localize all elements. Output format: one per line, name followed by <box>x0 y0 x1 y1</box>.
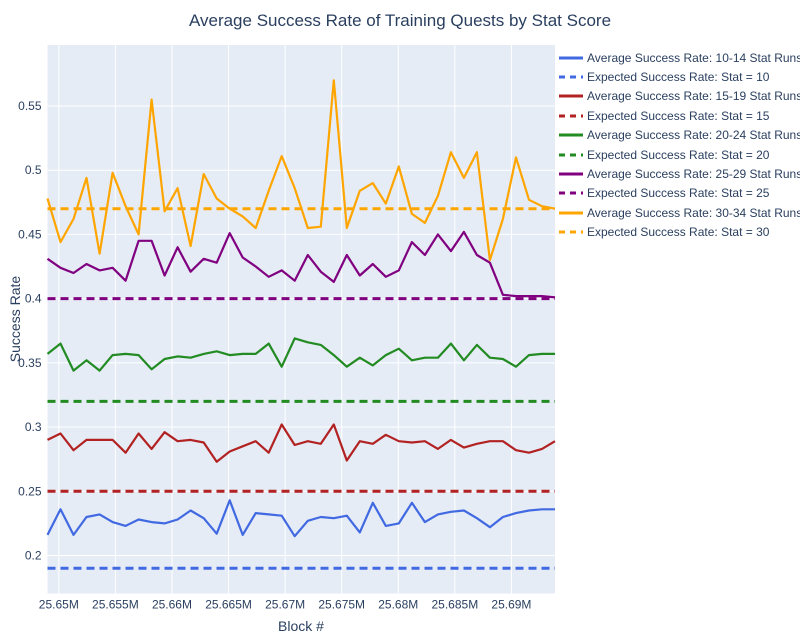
x-tick-label: 25.67M <box>265 598 305 612</box>
legend-item-7[interactable]: Expected Success Rate: Stat = 25 <box>558 184 800 203</box>
legend-label: Expected Success Rate: Stat = 30 <box>587 225 770 240</box>
y-tick-label: 0.4 <box>25 292 42 306</box>
legend-swatch-solid-line-icon <box>559 56 583 60</box>
y-tick-label: 0.5 <box>25 163 42 177</box>
x-tick-label: 25.69M <box>491 598 531 612</box>
x-tick-label: 25.685M <box>432 598 479 612</box>
legend-item-2[interactable]: Average Success Rate: 15-19 Stat Runs <box>558 87 800 106</box>
x-tick-label: 25.68M <box>378 598 418 612</box>
legend-item-6[interactable]: Average Success Rate: 25-29 Stat Runs <box>558 164 800 183</box>
legend-label: Average Success Rate: 30-34 Stat Runs <box>587 205 800 220</box>
y-tick-label: 0.35 <box>18 356 42 370</box>
y-tick-label: 0.55 <box>18 99 42 113</box>
legend: Average Success Rate: 10-14 Stat Runs Exp… <box>558 48 800 242</box>
legend-item-1[interactable]: Expected Success Rate: Stat = 10 <box>558 67 800 86</box>
chart-title: Average Success Rate of Training Quests … <box>188 11 612 30</box>
y-tick-label: 0.2 <box>25 548 42 562</box>
legend-swatch-solid-line-icon <box>559 172 583 176</box>
legend-label: Average Success Rate: 15-19 Stat Runs <box>587 89 800 104</box>
legend-label: Average Success Rate: 25-29 Stat Runs <box>587 167 800 182</box>
x-tick-label: 25.655M <box>92 598 139 612</box>
legend-swatch-solid-line-icon <box>559 133 583 137</box>
y-tick-label: 0.45 <box>18 227 42 241</box>
legend-swatch-solid-line-icon <box>559 94 583 98</box>
legend-item-8[interactable]: Average Success Rate: 30-34 Stat Runs <box>558 203 800 222</box>
legend-item-3[interactable]: Expected Success Rate: Stat = 15 <box>558 106 800 125</box>
legend-swatch-dashed-line-icon <box>559 153 583 157</box>
y-axis-title: Success Rate <box>7 275 23 363</box>
legend-swatch-dashed-line-icon <box>559 114 583 118</box>
series-line-4 <box>46 337 555 372</box>
legend-swatch-dashed-line-icon <box>559 75 583 79</box>
x-axis-title: Block # <box>278 618 324 634</box>
legend-label: Expected Success Rate: Stat = 15 <box>587 108 770 123</box>
legend-item-4[interactable]: Average Success Rate: 20-24 Stat Runs <box>558 126 800 145</box>
legend-label: Expected Success Rate: Stat = 10 <box>587 70 770 85</box>
legend-label: Expected Success Rate: Stat = 25 <box>587 186 770 201</box>
legend-swatch-dashed-line-icon <box>559 191 583 195</box>
series-line-6 <box>46 230 556 299</box>
x-tick-label: 25.675M <box>318 598 365 612</box>
legend-label: Average Success Rate: 10-14 Stat Runs <box>587 50 800 65</box>
legend-item-9[interactable]: Expected Success Rate: Stat = 30 <box>558 223 800 242</box>
series-line-0 <box>46 499 555 538</box>
legend-label: Expected Success Rate: Stat = 20 <box>587 147 770 162</box>
y-tick-label: 0.25 <box>18 484 42 498</box>
legend-label: Average Success Rate: 20-24 Stat Runs <box>587 128 800 143</box>
x-tick-label: 25.66M <box>152 598 192 612</box>
x-tick-label: 25.665M <box>205 598 252 612</box>
legend-swatch-solid-line-icon <box>559 211 583 215</box>
plot-area[interactable] <box>47 45 556 594</box>
legend-item-5[interactable]: Expected Success Rate: Stat = 20 <box>558 145 800 164</box>
y-tick-label: 0.3 <box>25 420 42 434</box>
x-tick-label: 25.65M <box>39 598 79 612</box>
legend-item-0[interactable]: Average Success Rate: 10-14 Stat Runs <box>558 48 800 67</box>
series-line-2 <box>47 423 556 463</box>
legend-swatch-dashed-line-icon <box>559 230 583 234</box>
